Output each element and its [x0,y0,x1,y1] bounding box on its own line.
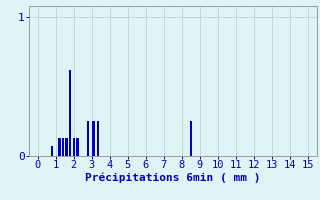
Bar [73,138,75,156]
Bar [92,121,95,156]
Bar [190,121,192,156]
Bar [87,121,89,156]
Bar [76,138,79,156]
Bar [69,70,71,156]
Bar [97,121,99,156]
X-axis label: Précipitations 6min ( mm ): Précipitations 6min ( mm ) [85,173,260,183]
Bar [62,138,64,156]
Bar [58,138,60,156]
Bar [65,138,68,156]
Bar [51,146,53,156]
